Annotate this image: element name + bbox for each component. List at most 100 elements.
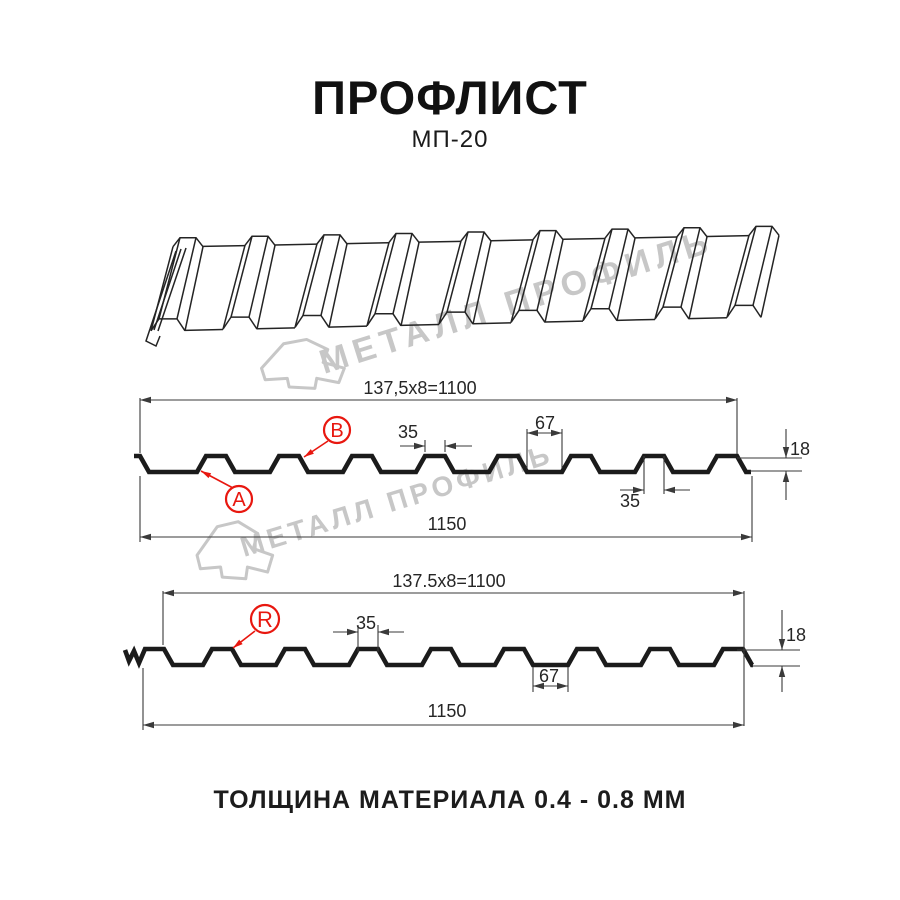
sheet-edge-line: [536, 230, 557, 311]
sheet-edge-line: [464, 231, 485, 313]
sheet-edge-line: [734, 226, 757, 306]
sheet-edge-line: [634, 236, 678, 239]
arrow-head: [733, 721, 744, 729]
d1-overall-width-label: 1150: [428, 514, 467, 534]
sheet-edge-line: [654, 236, 678, 320]
rib-front-section: [510, 309, 546, 323]
d2-valley-width-label: 67: [539, 666, 559, 686]
sheet-edge-line: [222, 245, 246, 330]
arrow-head: [551, 429, 562, 437]
rib-front-section: [654, 306, 690, 320]
rib-back-cap: [748, 225, 780, 236]
sheet-edge-line: [446, 231, 469, 313]
side-b-label: B: [330, 420, 343, 442]
arrow-head: [664, 486, 675, 494]
rib-back-cap: [604, 228, 636, 239]
sheet-edge-line: [302, 234, 325, 316]
sheet-edge-line: [616, 318, 656, 322]
material-thickness-note: ТОЛЩИНА МАТЕРИАЛА 0.4 - 0.8 ММ: [213, 786, 687, 814]
arrow-head: [527, 429, 538, 437]
sheet-edge-line: [346, 241, 390, 245]
rib-back-cap: [388, 232, 420, 243]
arrow-head: [778, 639, 786, 650]
d2-crest-width-label: 35: [356, 613, 376, 633]
sheet-edge-line: [392, 233, 413, 314]
d2-pitch-dimension-label: 137.5x8=1100: [392, 571, 505, 591]
sheet-edge-line: [202, 244, 246, 248]
rib-front-section: [294, 314, 330, 328]
arrow-head: [143, 721, 154, 729]
sheet-edge-line: [153, 248, 182, 331]
profile-ab-outline: [134, 453, 751, 475]
sheet-edge-line: [616, 238, 636, 321]
sheet-edge-line: [490, 239, 534, 242]
arrow-head: [633, 486, 644, 494]
sheet-edge-line: [400, 242, 420, 326]
page-title: ПРОФЛИСТ: [312, 71, 588, 124]
side-a-label: A: [232, 489, 246, 511]
metal-profile-logo-mark: [195, 520, 275, 581]
sheet-edge-line: [294, 243, 318, 328]
sheet-edge-line: [320, 234, 341, 316]
d1-height-label: 18: [790, 439, 810, 459]
side-a-marker-circle: [224, 484, 254, 514]
sheet-edge-line: [248, 236, 269, 318]
rib-back-cap: [676, 227, 708, 238]
metal-profile-logo-mark: [260, 337, 346, 390]
cross-section-r: [122, 589, 800, 730]
sheet-edge-line: [274, 243, 318, 246]
sheet-edge-line: [544, 320, 584, 323]
sheet-edge-line: [518, 230, 541, 311]
sheet-edge-line: [184, 246, 204, 331]
product-model-label: МП-20: [411, 126, 489, 153]
leader-arrow-head: [233, 639, 243, 648]
sheet-edge-line: [149, 250, 177, 330]
arrow-head: [140, 533, 151, 541]
sheet-edge-line: [418, 240, 462, 243]
arrow-head: [782, 447, 790, 458]
sheet-edge-line: [582, 237, 606, 321]
sheet-edge-line: [680, 227, 701, 308]
rib-front-section: [438, 311, 474, 325]
side-b-marker-circle: [322, 415, 352, 445]
side-r-label: R: [257, 607, 273, 632]
sheet-edge-line: [230, 236, 253, 318]
leader-arrow-head: [304, 449, 314, 457]
sheet-edge-line: [157, 247, 187, 332]
rib-front-section: [366, 313, 402, 327]
watermark-logo-area-middle: МЕТАЛЛ ПРОФИЛЬ: [195, 438, 557, 581]
leader-arrow-head: [201, 471, 212, 479]
sheet-edge-line: [608, 229, 629, 309]
d1-crest-width-right-label: 35: [620, 491, 640, 511]
sheet-edge-line: [472, 240, 492, 325]
sheet-edge-line: [256, 245, 276, 330]
sheet-edge-line: [176, 237, 197, 319]
arrow-head: [533, 682, 544, 690]
sheet-edge-line: [328, 243, 348, 328]
sheet-edge-line: [400, 323, 440, 327]
sheet-edge-line: [472, 322, 512, 325]
sheet-3d-view: [145, 225, 780, 348]
arrow-head: [414, 442, 425, 450]
sheet-edge-line: [590, 228, 613, 309]
d1-crest-width-label: 35: [398, 422, 418, 442]
arrow-head: [140, 396, 151, 404]
d1-valley-width-label: 67: [535, 413, 555, 433]
arrow-head: [347, 628, 358, 636]
sheet-edge-line: [752, 226, 773, 306]
sheet-edge-line: [562, 237, 606, 241]
arrow-head: [726, 396, 737, 404]
sheet-edge-line: [438, 240, 462, 325]
sheet-edge-line: [328, 325, 368, 328]
arrow-head: [557, 682, 568, 690]
d2-height-label: 18: [786, 625, 806, 645]
arrow-head: [778, 666, 786, 677]
rib-front-section: [222, 316, 258, 330]
sheet-edge-line: [184, 328, 224, 332]
rib-back-cap: [172, 236, 204, 248]
sheet-edge-line: [688, 317, 728, 320]
profile-r-outline: [122, 645, 755, 669]
rib-front-section: [726, 304, 762, 318]
sheet-edge-line: [366, 242, 390, 326]
